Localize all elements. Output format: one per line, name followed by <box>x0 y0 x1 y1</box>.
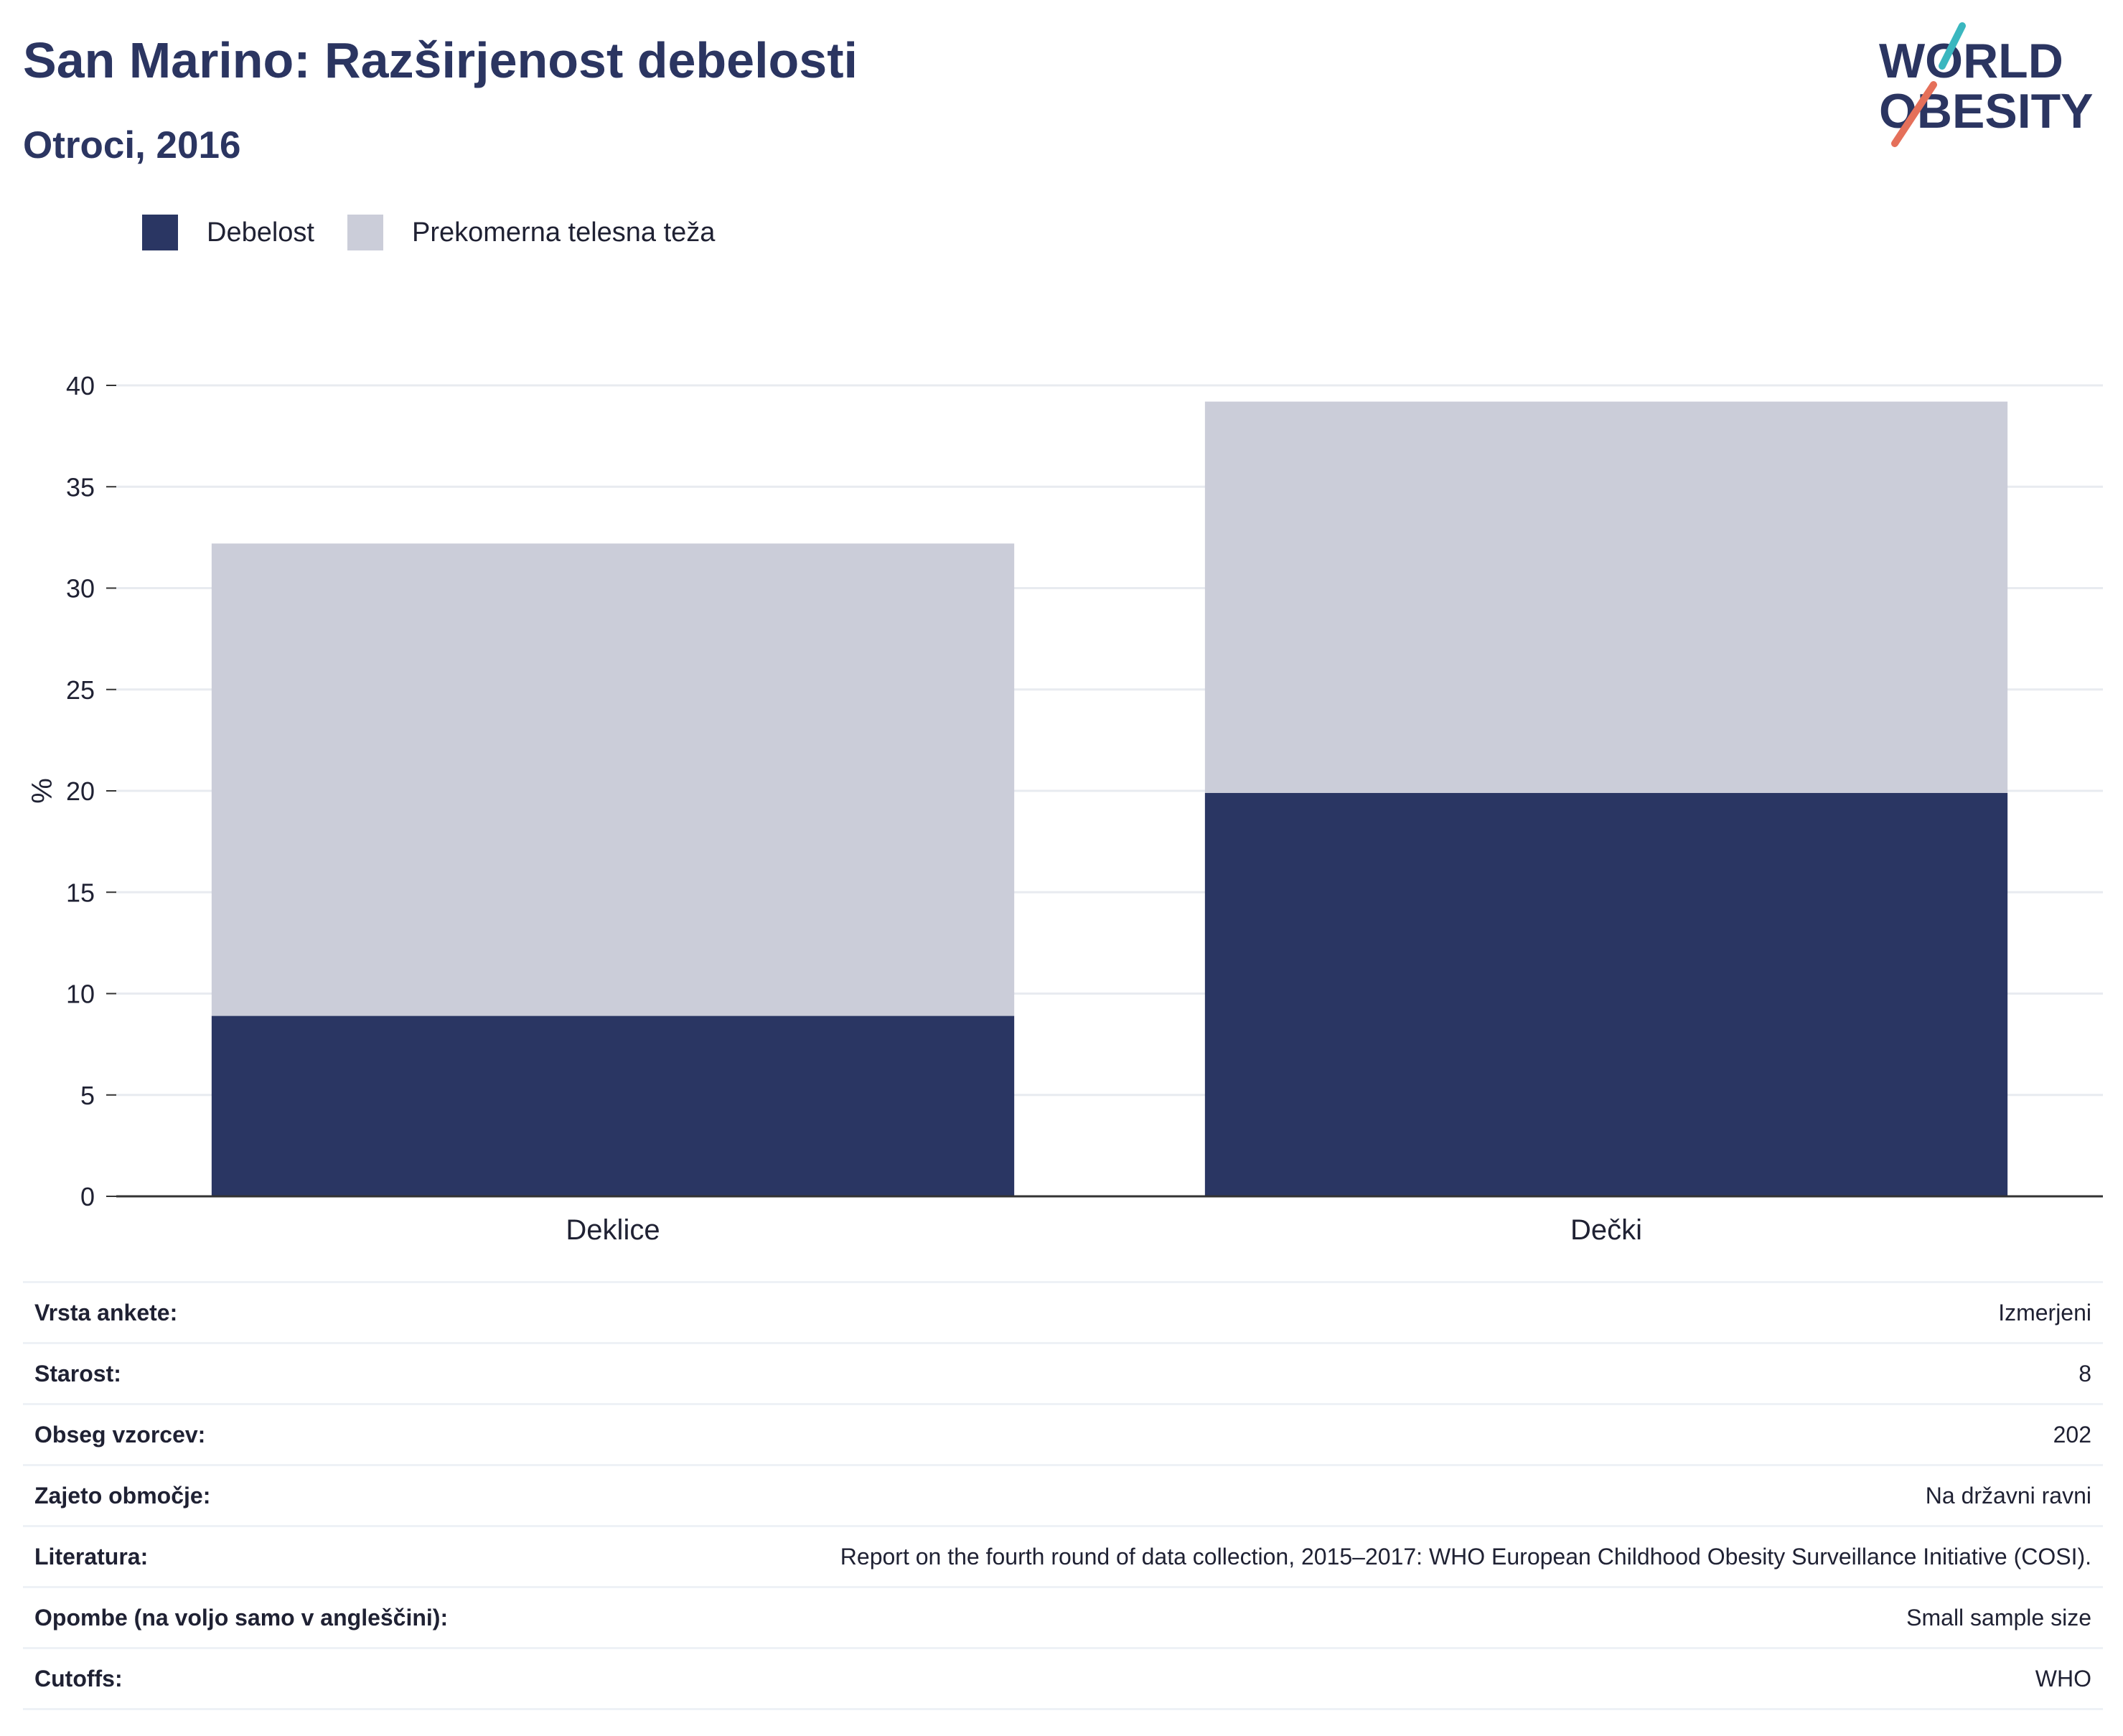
table-row-key: Vrsta ankete: <box>23 1281 554 1343</box>
table-row-key: Obseg vzorcev: <box>23 1403 554 1465</box>
legend-swatch-obesity <box>142 215 178 250</box>
bar-obesity-decki <box>1204 792 2008 1196</box>
legend-label-obesity: Debelost <box>207 217 314 248</box>
table-row-key: Zajeto območje: <box>23 1464 554 1526</box>
logo-slash-bottom <box>1891 81 1937 147</box>
y-tick-label: 15 <box>66 878 95 907</box>
stacked-bar-chart: 0 5 10 15 20 25 30 35 40% Deklice Dečki <box>27 371 2103 1246</box>
logo-slash-top <box>1939 22 1966 70</box>
logo-line1: WORLD <box>1879 34 2063 88</box>
table-row: Starost: 8 <box>23 1342 2103 1404</box>
table-row: Cutoffs: WHO <box>23 1647 2103 1710</box>
y-tick-label: 20 <box>66 776 95 806</box>
table-row-value: Izmerjeni <box>553 1281 2103 1343</box>
table-row-key: Opombe (na voljo samo v angleščini): <box>23 1586 554 1648</box>
table-row: Obseg vzorcev: 202 <box>23 1403 2103 1465</box>
bar-obesity-deklice <box>211 1015 1015 1196</box>
legend-item-obesity[interactable]: Debelost <box>142 215 314 250</box>
y-tick-label: 5 <box>80 1081 95 1110</box>
logo-line2: OBESITY <box>1879 84 2094 139</box>
table-row-value: Na državni ravni <box>553 1464 2103 1526</box>
y-tick-label: 35 <box>66 472 95 502</box>
chart-subtitle: Otroci, 2016 <box>23 124 241 166</box>
table-row-key: Starost: <box>23 1342 554 1404</box>
table-row-key: Literatura: <box>23 1525 554 1587</box>
legend: Debelost Prekomerna telesna teža <box>142 212 748 253</box>
y-tick-label: 10 <box>66 980 95 1009</box>
table-row: Zajeto območje: Na državni ravni <box>23 1464 2103 1526</box>
x-tick-label: Deklice <box>566 1214 660 1246</box>
y-tick-label: 25 <box>66 675 95 705</box>
table-row-key: Cutoffs: <box>23 1647 554 1710</box>
world-obesity-logo: WORLD OBESITY <box>1879 22 2094 147</box>
table-row-value: 8 <box>553 1342 2103 1404</box>
chart-title: San Marino: Razširjenost debelosti <box>23 32 858 88</box>
bar-overweight-decki <box>1204 401 2008 793</box>
table-row: Opombe (na voljo samo v angleščini): Smal… <box>23 1586 2103 1648</box>
y-axis-title: % <box>27 778 58 804</box>
survey-info-table: Vrsta ankete: Izmerjeni Starost: 8 Obseg vzo… <box>23 1281 2103 1710</box>
table-row-value: 202 <box>553 1403 2103 1465</box>
bar-overweight-deklice <box>211 543 1015 1016</box>
legend-swatch-overweight <box>347 215 383 250</box>
table-row: Literatura: Report on the fourth round of… <box>23 1525 2103 1587</box>
table-row-value: Small sample size <box>553 1586 2103 1648</box>
y-tick-label: 0 <box>80 1182 95 1211</box>
y-tick-label: 30 <box>66 574 95 604</box>
table-row-value: Report on the fourth round of data colle… <box>553 1525 2103 1587</box>
table-row-value: WHO <box>553 1647 2103 1710</box>
legend-label-overweight: Prekomerna telesna teža <box>411 217 716 248</box>
table-row: Vrsta ankete: Izmerjeni <box>23 1281 2103 1343</box>
y-tick-label: 40 <box>66 371 95 400</box>
x-tick-label: Dečki <box>1570 1214 1642 1246</box>
legend-item-overweight[interactable]: Prekomerna telesna teža <box>347 215 715 250</box>
